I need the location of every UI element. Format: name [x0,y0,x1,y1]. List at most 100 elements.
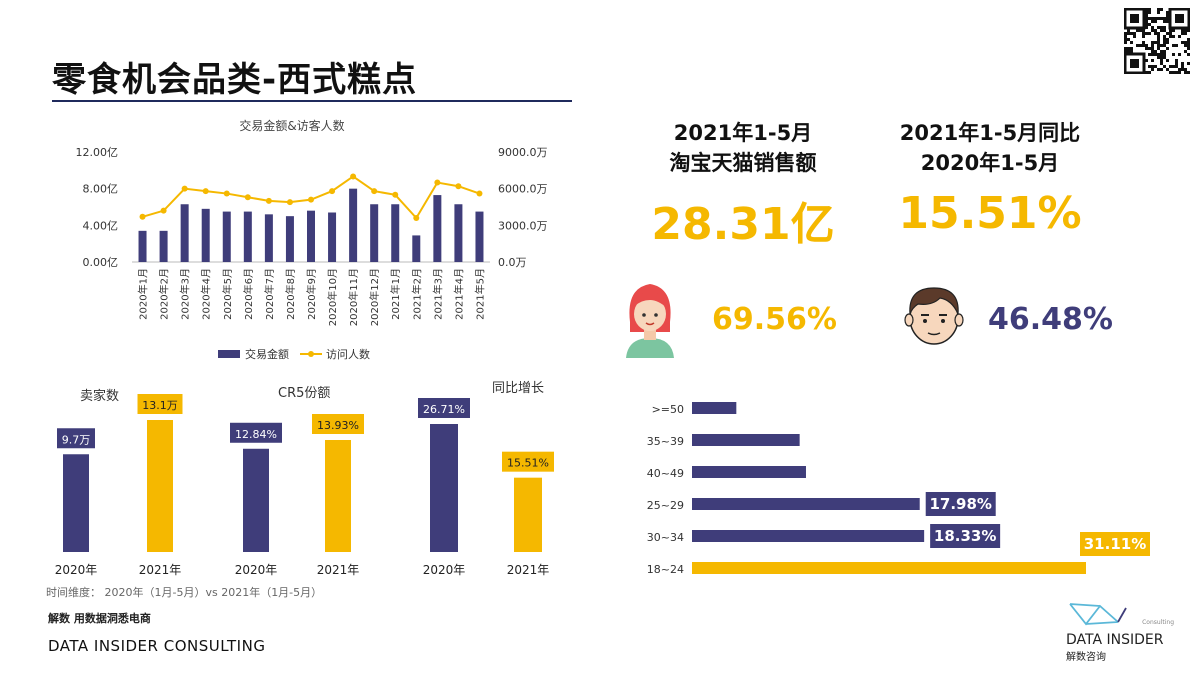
combo-x-label: 2020年7月 [263,268,276,320]
age-bar [692,402,737,414]
logo-subtitle: 解数咨询 [1066,650,1106,663]
combo-x-label: 2020年8月 [284,268,297,320]
age-category-label: 40~49 [647,467,684,480]
age-bar-label-box [930,524,1001,548]
combo-bar [328,212,337,262]
age-category-label: 25~29 [647,499,684,512]
combo-bar [264,214,273,262]
combo-bar [307,210,315,262]
combo-x-label: 2021年1月 [389,268,402,320]
small-bar-category: 2021年 [317,563,360,577]
yoy-value: 15.51% [898,188,1082,239]
sales-label-line1: 2021年1-5月 [673,121,813,145]
small-bar [514,477,542,552]
age-bar [692,562,1086,574]
combo-x-label: 2020年11月 [347,268,360,326]
combo-bar [349,188,358,262]
age-bar [692,466,806,478]
small-bar [430,424,458,552]
legend-label-line: 访问人数 [326,348,370,361]
combo-bar [391,204,400,262]
small-bar-label: 12.84% [235,428,277,441]
time-dimension-note: 时间维度： 2020年（1月-5月）vs 2021年（1月-5月） [46,586,323,599]
age-bar-label: 18.33% [934,527,996,545]
visitor-point [392,191,399,198]
age-category-label: 35~39 [647,435,684,448]
combo-bar [159,230,168,262]
combo-x-label: 2020年3月 [179,268,192,320]
combo-x-label: 2021年5月 [473,268,486,320]
combo-bar [243,211,252,262]
logo-tag: Consulting [1142,619,1174,626]
combo-x-label: 2020年9月 [305,268,318,320]
combo-x-label: 2020年12月 [368,268,381,326]
combo-x-label: 2020年2月 [158,268,171,320]
right-axis-tick: 3000.0万 [498,219,548,232]
title-divider [52,100,572,102]
visitor-point [265,197,272,204]
small-bar-label-box [418,398,470,418]
yoy-label-line2: 2020年1-5月 [920,151,1060,175]
yoy-label-line1: 2021年1-5月同比 [899,121,1081,145]
visitor-point [371,188,378,195]
small-bar-label-box [57,428,95,449]
small-bar-label: 13.93% [317,419,359,432]
male-percentage: 46.48% [988,302,1113,337]
small-bar-category: 2020年 [423,563,466,577]
left-axis-tick: 4.00亿 [83,219,119,232]
age-bar [692,434,800,446]
left-axis-tick: 0.00亿 [83,256,119,269]
sellers-chart-title: 卖家数 [80,388,119,404]
small-bar [325,440,351,552]
age-bar [692,498,920,510]
combo-bar [454,204,463,262]
right-axis-tick: 6000.0万 [498,183,548,196]
legend-swatch-bar [218,350,240,358]
small-bar [243,448,269,552]
combo-x-label: 2021年2月 [410,268,423,320]
age-category-label: >=50 [652,403,684,416]
visitor-point [308,196,314,203]
small-bar-label-box [312,414,364,434]
small-bar-category: 2021年 [139,563,182,577]
small-bar-label: 26.71% [423,403,465,416]
sales-value: 28.31亿 [651,199,835,250]
combo-bar [180,204,189,262]
combo-bar [285,216,294,262]
cr5-chart-title: CR5份额 [278,386,330,401]
small-bar-label-box [137,394,183,414]
visitor-point [434,179,441,186]
age-category-label: 30~34 [647,531,684,544]
growth-chart-title: 同比增长 [492,381,544,396]
combo-bar [475,211,484,262]
combo-bar [201,208,210,262]
legend-label-bar: 交易金额 [245,347,289,361]
small-bar [63,454,89,552]
male-avatar-icon [904,287,964,345]
combo-x-label: 2020年4月 [200,268,213,320]
visitor-point [286,199,293,206]
visitor-point [181,185,188,192]
yoy-label: 2021年1-5月同比 2020年1-5月 [872,118,1108,178]
sales-label: 2021年1-5月 淘宝天猫销售额 [628,118,858,178]
visitor-point [244,194,251,201]
small-bar-label: 15.51% [507,457,549,470]
age-bar [692,530,925,542]
combo-bar [222,211,231,262]
logo-name: DATA INSIDER [1066,632,1164,648]
small-bar [147,420,173,552]
legend-swatch-dot [308,351,314,357]
small-bar-category: 2020年 [235,563,278,577]
combo-bar [433,195,442,262]
age-category-label: 18~24 [647,563,684,576]
right-axis-tick: 9000.0万 [498,146,548,159]
visitor-point [350,173,357,180]
age-bar-label-box [925,492,996,516]
visitor-point [139,213,146,220]
small-bar-label-box [502,451,554,472]
right-axis-tick: 0.0万 [498,256,527,269]
combo-x-label: 2021年4月 [452,268,465,320]
combo-chart: 交易金额&访客人数 0.00亿 4.00亿 8.00亿 12.00亿 0.0万 3000.… [76,118,548,361]
combo-x-label: 2020年10月 [326,268,339,326]
small-bar-label: 9.7万 [62,433,91,446]
